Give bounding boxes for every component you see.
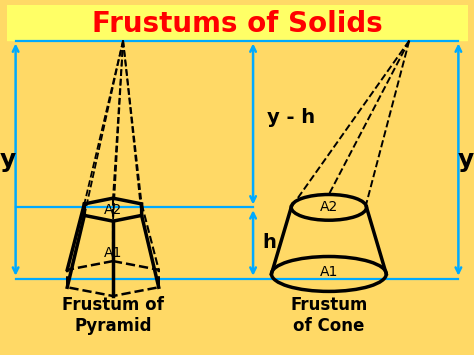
Text: A2: A2 [320, 200, 338, 214]
Text: y: y [0, 148, 17, 171]
Text: y: y [457, 148, 474, 171]
Text: h: h [262, 234, 276, 252]
Text: A1: A1 [319, 265, 338, 279]
Text: A1: A1 [104, 246, 122, 260]
Text: Frustum
of Cone: Frustum of Cone [290, 296, 367, 335]
Text: Frustums of Solids: Frustums of Solids [91, 10, 383, 38]
Text: Frustum of
Pyramid: Frustum of Pyramid [62, 296, 164, 335]
Text: A2: A2 [104, 203, 122, 217]
Text: y - h: y - h [267, 108, 315, 127]
